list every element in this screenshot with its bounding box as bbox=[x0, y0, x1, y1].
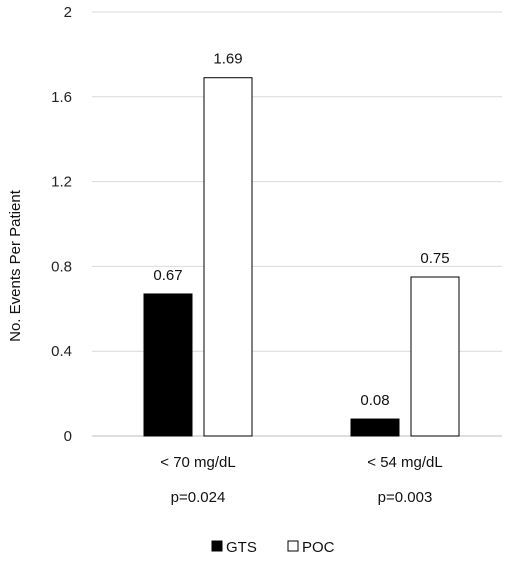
legend-swatch-gts bbox=[211, 540, 223, 552]
bar-poc-1 bbox=[203, 77, 253, 437]
y-tick-label: 0.8 bbox=[51, 258, 72, 275]
data-label: 0.08 bbox=[360, 392, 389, 409]
y-tick-label: 0.4 bbox=[51, 343, 72, 360]
bar-gts-1 bbox=[143, 293, 193, 437]
category-labels: < 70 mg/dL < 54 mg/dL bbox=[160, 454, 442, 471]
p-value-label: p=0.003 bbox=[378, 489, 433, 506]
y-tick-labels: 0 0.4 0.8 1.2 1.6 2 bbox=[51, 4, 72, 445]
legend: GTS POC bbox=[211, 539, 335, 556]
bar-gts-2 bbox=[350, 418, 400, 437]
category-label: < 70 mg/dL bbox=[160, 454, 235, 471]
y-tick-label: 1.6 bbox=[51, 89, 72, 106]
legend-label-gts: GTS bbox=[226, 539, 257, 556]
y-axis-label: No. Events Per Patient bbox=[7, 189, 24, 342]
data-label: 0.67 bbox=[153, 267, 182, 284]
data-labels: 0.67 1.69 0.08 0.75 bbox=[153, 51, 449, 409]
category-label: < 54 mg/dL bbox=[367, 454, 442, 471]
legend-swatch-poc bbox=[287, 540, 299, 552]
bars bbox=[143, 77, 460, 437]
data-label: 1.69 bbox=[213, 51, 242, 68]
p-value-label: p=0.024 bbox=[171, 489, 226, 506]
data-label: 0.75 bbox=[420, 250, 449, 267]
legend-label-poc: POC bbox=[302, 539, 335, 556]
bar-poc-2 bbox=[410, 276, 460, 437]
p-value-labels: p=0.024 p=0.003 bbox=[171, 489, 433, 506]
y-tick-label: 0 bbox=[64, 428, 72, 445]
y-tick-label: 2 bbox=[64, 4, 72, 21]
y-tick-label: 1.2 bbox=[51, 174, 72, 191]
